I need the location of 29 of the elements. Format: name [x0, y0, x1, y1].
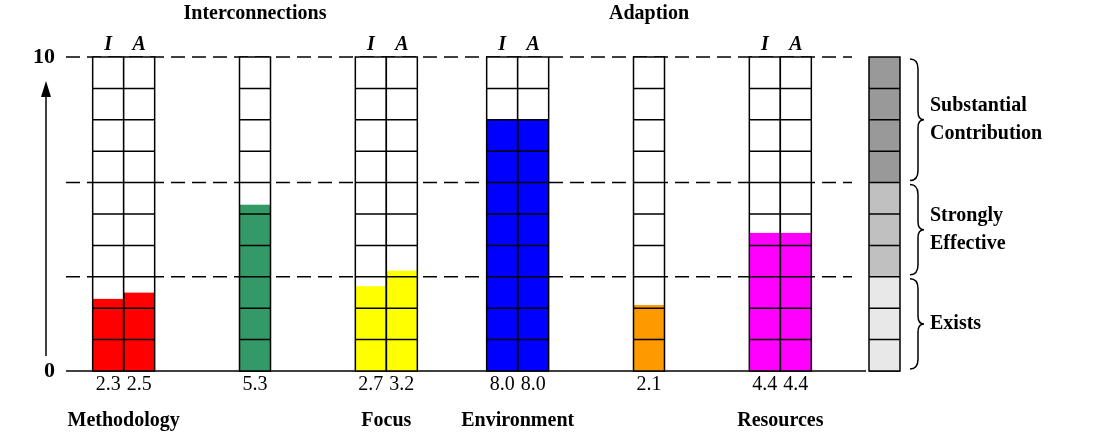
series-label: Substantial Contribution: [930, 92, 1043, 143]
data-label: 2.3: [95, 372, 121, 395]
y-tick-label: 0: [44, 356, 55, 382]
text: I: [366, 32, 375, 55]
x-tick-label: Interconnections: [183, 1, 327, 24]
x-tick-label: Focus: [361, 408, 412, 431]
data-label: 2.1: [636, 372, 662, 395]
series-label: Exists: [930, 311, 982, 334]
data-label: 4.4: [752, 372, 778, 395]
data-label: 8.0: [489, 372, 515, 395]
data-label: 2.7: [358, 372, 384, 395]
text: I: [104, 32, 113, 55]
data-label: 3.2: [389, 372, 415, 395]
data-label: 8.0: [520, 372, 546, 395]
x-tick-label: Resources: [737, 408, 824, 431]
text: A: [524, 32, 540, 55]
text: A: [789, 32, 803, 55]
data-label: 2.5: [126, 372, 152, 395]
y-tick-label: 10: [33, 42, 55, 68]
x-tick-label: Environment: [461, 408, 575, 431]
text: A: [132, 32, 146, 55]
x-tick-label: Methodology: [67, 408, 180, 432]
text: I: [760, 32, 769, 55]
data-label: 4.4: [783, 372, 809, 395]
data-label: 5.3: [242, 372, 268, 395]
text: A: [395, 32, 409, 55]
series-label: Strongly Effective: [930, 202, 1006, 253]
x-tick-label: Adaption: [608, 1, 690, 25]
text: I: [497, 32, 508, 55]
